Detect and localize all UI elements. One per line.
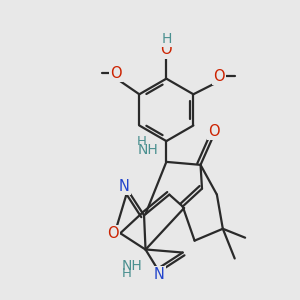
Text: N: N bbox=[119, 179, 130, 194]
Text: O: O bbox=[208, 124, 220, 139]
Text: H: H bbox=[161, 32, 172, 46]
Text: NH: NH bbox=[122, 259, 142, 273]
Text: O: O bbox=[213, 69, 224, 84]
Text: NH: NH bbox=[137, 143, 158, 157]
Text: O: O bbox=[160, 42, 172, 57]
Text: N: N bbox=[154, 267, 164, 282]
Text: O: O bbox=[110, 66, 122, 81]
Text: H: H bbox=[137, 135, 147, 148]
Text: O: O bbox=[107, 226, 119, 241]
Text: H: H bbox=[121, 267, 131, 280]
